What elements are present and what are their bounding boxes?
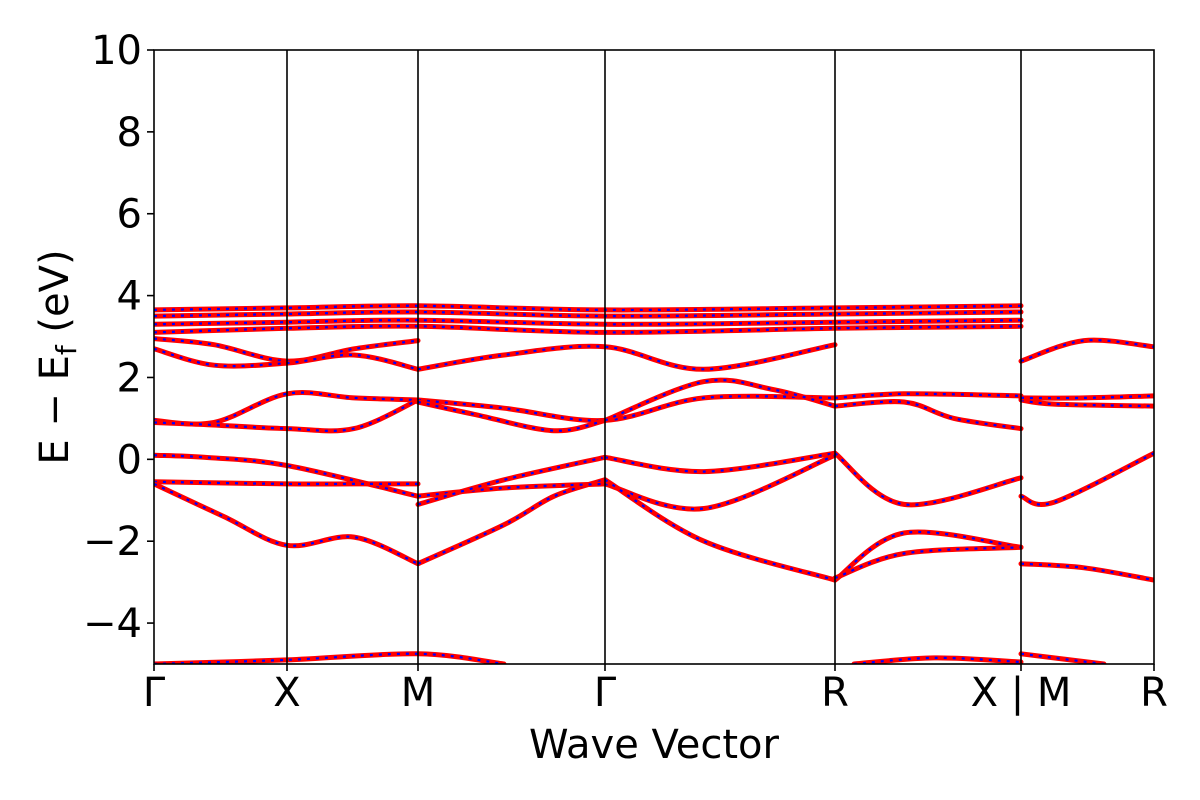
y-tick-label: 0 (117, 437, 142, 483)
band-line (1018, 337, 1154, 364)
band-line-overlay (1020, 398, 1154, 408)
x-tick-label: R (821, 670, 849, 716)
band-line-overlay (154, 398, 419, 432)
y-axis-label-subscript: f (50, 344, 83, 355)
band-line (415, 342, 838, 372)
band-line (1018, 651, 1107, 664)
x-tick-label: X | M (971, 670, 1072, 716)
band-line-overlay (417, 478, 606, 565)
band-line-overlay (604, 378, 836, 422)
plot-frame (153, 49, 1155, 665)
band-line (154, 452, 421, 499)
band-line-overlay (853, 656, 1022, 664)
x-tick-label: M (401, 670, 436, 716)
x-axis-label: Wave Vector (529, 722, 780, 768)
band-line-overlay (154, 652, 505, 664)
y-tick-label: −4 (83, 601, 142, 647)
band-line-overlay (1020, 394, 1154, 400)
y-axis-label: E − Ef (eV) (32, 249, 83, 464)
band-line-overlay (154, 310, 1022, 318)
band-line-overlay (154, 304, 1022, 312)
y-axis-ticks: −4 −2 0 2 4 6 8 10 (83, 28, 154, 647)
band-line (832, 399, 1024, 432)
band-line-overlay (834, 530, 1022, 582)
x-tick-label: Γ (143, 670, 166, 716)
band-line-overlay (154, 319, 1022, 326)
band-line (1018, 561, 1154, 583)
band-line (1018, 450, 1154, 508)
x-tick-label: R (1140, 670, 1168, 716)
band-line-overlay (154, 325, 1022, 334)
x-tick-label: Γ (594, 670, 617, 716)
y-tick-label: −2 (83, 519, 142, 565)
x-axis-ticks: Γ X M Γ R X | M R (143, 664, 1168, 716)
band-line-overlay (834, 452, 1022, 506)
y-tick-label: 2 (117, 355, 142, 401)
band-line (415, 399, 608, 434)
band-line (154, 397, 421, 434)
band-lines (154, 303, 1154, 664)
band-line-overlay (417, 343, 836, 371)
band-line-overlay (1020, 562, 1154, 582)
band-line (415, 454, 608, 507)
band-line-overlay (834, 546, 1022, 580)
band-line (154, 481, 421, 567)
band-line (154, 479, 421, 487)
band-line-overlay (604, 452, 836, 473)
y-axis-label-unit: (eV) (32, 249, 78, 345)
band-line (832, 450, 1024, 508)
band-line-overlay (154, 482, 419, 565)
band-line-overlay (417, 395, 836, 422)
band-line (832, 391, 1024, 401)
band-line-overlay (417, 482, 606, 498)
band-line-overlay (604, 478, 836, 582)
band-line-overlay (154, 454, 419, 498)
x-tick-label: X (273, 670, 300, 716)
y-tick-label: 4 (117, 274, 142, 320)
band-line-overlay (154, 480, 418, 486)
y-tick-label: 6 (117, 192, 142, 238)
kpoint-divider-lines (286, 50, 1022, 664)
y-tick-label: 8 (117, 110, 142, 156)
y-tick-label: 10 (91, 28, 142, 74)
y-axis-label-main: E − E (32, 355, 78, 465)
